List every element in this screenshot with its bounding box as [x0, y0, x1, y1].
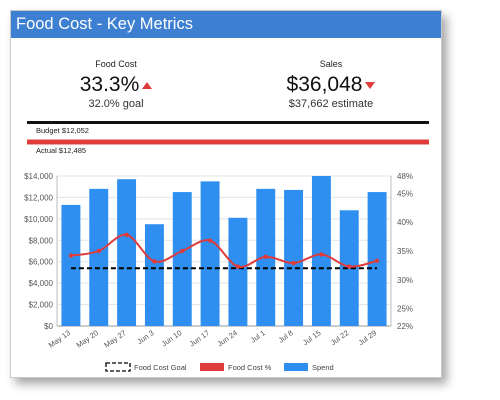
budget-bar: [27, 121, 429, 124]
budget-label: Budget $12,052: [36, 126, 89, 135]
food-cost-value-row: 33.3%: [51, 73, 181, 97]
food-cost-pct-line: [70, 233, 378, 268]
right-tick-label: 45%: [397, 189, 413, 198]
food-cost-label: Food Cost: [95, 59, 137, 69]
dashboard-card: Food Cost - Key Metrics Food Cost 33.3% …: [10, 10, 442, 378]
x-tick-label: Jul 22: [329, 328, 351, 347]
left-tick-label: $2,000: [29, 301, 54, 310]
right-tick-label: 30%: [397, 276, 413, 285]
food-cost-pct-point: [207, 238, 213, 243]
actual-bar: [27, 140, 429, 144]
left-tick-label: $8,000: [29, 236, 54, 245]
left-tick-label: $10,000: [24, 215, 53, 224]
x-tick-label: May 27: [102, 328, 127, 349]
x-tick-label: Jun 24: [215, 328, 239, 348]
left-tick-label: $4,000: [29, 279, 54, 288]
food-cost-pct-point: [235, 264, 241, 269]
right-tick-label: 35%: [397, 247, 413, 256]
x-tick-label: May 20: [75, 328, 100, 349]
right-tick-label: 25%: [397, 305, 413, 314]
spend-bar: [89, 188, 109, 326]
sales-value-row: $36,048: [266, 73, 396, 97]
left-tick-label: $0: [44, 322, 53, 331]
trend-up-icon: [142, 81, 153, 89]
sales-label: Sales: [319, 59, 343, 69]
spend-bar: [172, 192, 192, 326]
food-cost-goal: 32.0% goal: [88, 98, 144, 110]
spend-bar: [311, 176, 331, 326]
food-cost-pct-point: [96, 248, 101, 254]
food-cost-pct-point: [152, 259, 157, 264]
food-cost-pct-point: [263, 254, 268, 259]
x-tick-label: Jun 17: [188, 328, 212, 348]
food-cost-pct-point: [319, 252, 324, 257]
x-tick-label: Jul 8: [277, 328, 295, 344]
food-cost-pct-point: [291, 260, 296, 266]
food-cost-metric: Food Cost 33.3% 32.0% goal: [51, 59, 181, 110]
spend-bar: [284, 189, 304, 326]
legend-label: Food Cost Goal: [134, 363, 187, 372]
card-header: Food Cost - Key Metrics: [11, 11, 441, 38]
right-tick-label: 40%: [397, 218, 413, 227]
food-cost-pct-point: [68, 253, 74, 258]
x-tick-label: Jun 3: [135, 328, 155, 346]
spend-bar: [144, 224, 164, 326]
legend-label: Food Cost %: [228, 363, 272, 372]
right-tick-label: 48%: [397, 172, 413, 181]
x-tick-label: Jun 10: [160, 328, 184, 348]
food-cost-pct-point: [124, 232, 129, 238]
food-cost-value: 33.3%: [79, 73, 140, 96]
spend-bar: [61, 204, 81, 326]
x-tick-label: Jul 29: [357, 328, 379, 347]
sales-estimate: $37,662 estimate: [288, 98, 374, 110]
food-cost-pct-point: [180, 248, 185, 254]
right-tick-label: 22%: [397, 322, 413, 331]
legend-swatch-goal: [105, 362, 131, 372]
sales-value: $36,048: [286, 73, 363, 96]
sales-metric: Sales $36,048 $37,662 estimate: [266, 59, 396, 110]
spend-bar: [200, 181, 220, 326]
x-tick-label: May 13: [47, 328, 72, 349]
left-tick-label: $12,000: [24, 193, 53, 202]
legend-swatch-food-cost: [200, 363, 224, 371]
left-tick-label: $6,000: [29, 258, 54, 267]
x-tick-label: Jul 1: [249, 328, 267, 344]
spend-bar: [228, 217, 248, 326]
legend-label: Spend: [312, 363, 334, 372]
food-cost-pct-point: [374, 258, 380, 264]
left-tick-label: $14,000: [24, 172, 53, 181]
food-cost-pct-point: [347, 264, 352, 269]
x-tick-label: Jul 15: [301, 328, 323, 347]
actual-label: Actual $12,485: [36, 146, 87, 155]
legend-swatch-spend: [284, 363, 308, 371]
spend-bar: [117, 179, 137, 326]
trend-down-icon: [365, 81, 376, 89]
food-cost-chart: $0 $2,000 $4,000 $6,000 $8,000 $10,000 $12,000…: [24, 172, 413, 372]
